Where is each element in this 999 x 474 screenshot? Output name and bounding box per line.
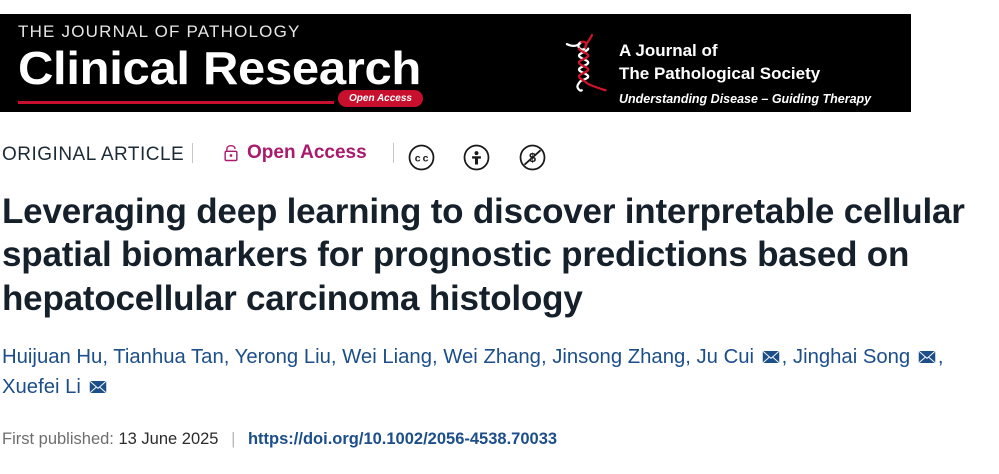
svg-text:c: c: [415, 153, 421, 165]
svg-text:c: c: [423, 153, 429, 165]
